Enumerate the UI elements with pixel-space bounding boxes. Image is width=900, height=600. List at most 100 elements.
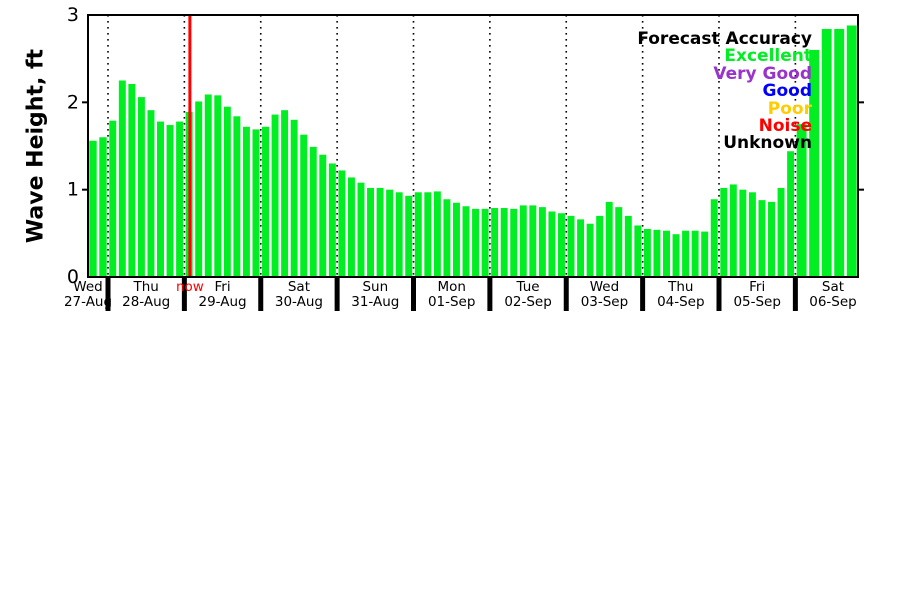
wave-bar [443, 199, 451, 277]
wave-bar [462, 206, 470, 277]
x-axis-date-label: 29-Aug [199, 294, 247, 310]
wave-bar [739, 189, 747, 277]
legend-item-noise: Noise [758, 116, 812, 137]
x-axis-day-label: Wed [73, 279, 102, 295]
day-separator-tick [640, 278, 646, 311]
plot-frame [87, 14, 859, 278]
wave-bar [118, 80, 126, 277]
x-axis-date-label: 03-Sep [581, 294, 629, 310]
day-separator-tick [411, 278, 416, 311]
wave-bar [538, 207, 546, 277]
y-axis-title: Wave Height, ft [23, 48, 49, 244]
x-axis-day-label: Sun [362, 279, 388, 295]
x-axis-day-label: Fri [749, 279, 765, 295]
day-separator-tick [105, 278, 111, 311]
wave-bar [128, 83, 136, 278]
wave-bar [214, 95, 222, 277]
x-axis-day-label: Fri [215, 279, 231, 295]
wave-bar [433, 191, 441, 277]
wave-bar [137, 97, 145, 277]
wave-bar [491, 208, 499, 277]
wave-bar [615, 207, 623, 277]
x-axis-date-label: 31-Aug [351, 294, 399, 310]
wave-bar [157, 121, 164, 277]
legend-item-excellent: Excellent [724, 46, 812, 67]
wave-bar [176, 121, 184, 277]
wave-bar [252, 129, 260, 277]
wave-bar [195, 101, 203, 278]
x-axis-day-label: Thu [667, 279, 693, 295]
wave-bar [109, 120, 117, 277]
legend-item-very-good: Very Good [713, 63, 812, 84]
legend-title: Forecast Accuracy [637, 29, 812, 49]
wave-bar [529, 205, 537, 277]
wave-bar [223, 106, 231, 277]
wave-bar [367, 187, 375, 277]
wave-bar [262, 126, 269, 277]
x-axis-day-label: Sat [822, 279, 844, 295]
wave-bar [846, 25, 857, 278]
wave-bar [682, 230, 690, 277]
wave-bar [357, 182, 365, 277]
wave-bar [777, 187, 785, 277]
day-separator-tick [334, 278, 340, 311]
wave-bar [395, 192, 403, 277]
wave-bar [452, 202, 460, 277]
wave-bar [500, 208, 508, 277]
wave-bar [720, 187, 728, 277]
wave-bar [548, 211, 556, 277]
wave-bar [204, 94, 212, 277]
wave-bar [634, 225, 642, 277]
x-axis-day-label: Sat [288, 279, 310, 295]
wave-bar [672, 234, 680, 277]
x-axis-day-label: Thu [133, 279, 159, 295]
wave-bar [414, 192, 422, 277]
wave-bar [309, 146, 317, 277]
x-axis-date-label: 04-Sep [657, 294, 705, 310]
wave-bar [242, 126, 250, 277]
wave-bar [89, 140, 97, 277]
y-tick-label: 0 [67, 266, 79, 288]
x-axis-date-label: 02-Sep [504, 294, 552, 310]
day-separator-tick [563, 278, 569, 311]
wave-bar [290, 119, 298, 277]
wave-bar [605, 201, 613, 277]
wave-bar [567, 215, 575, 277]
wave-bar [834, 28, 845, 277]
x-axis-date-label: 28-Aug [122, 294, 170, 310]
wave-bar [558, 213, 565, 277]
wave-bar [319, 154, 327, 277]
wave-bar [472, 208, 480, 277]
wave-bar [701, 231, 709, 277]
wave-bar [271, 114, 279, 277]
wave-bar [796, 124, 807, 277]
wave-bar [99, 137, 107, 277]
wave-bar [328, 163, 336, 277]
wave-bar [710, 199, 718, 277]
wave-bar [166, 125, 174, 277]
x-axis-date-label: 05-Sep [733, 294, 781, 310]
wave-bar [768, 201, 775, 277]
wave-bar [729, 184, 737, 277]
day-separator-tick [181, 278, 187, 311]
wave-bar [233, 116, 241, 277]
x-axis-date-label: 01-Sep [428, 294, 476, 310]
legend-item-poor: Poor [767, 98, 812, 119]
wave-bar [653, 229, 661, 277]
y-tick-label: 3 [67, 4, 79, 26]
wave-bar [376, 187, 384, 277]
wave-bar [424, 192, 432, 277]
wave-bar [405, 195, 413, 277]
x-axis-date-label: 30-Aug [275, 294, 323, 310]
wave-bar [586, 223, 594, 277]
wave-bar [338, 170, 346, 277]
wave-bar [624, 215, 632, 277]
y-tick-label: 2 [67, 91, 79, 113]
wave-bar [691, 230, 699, 277]
wave-bar [821, 28, 832, 277]
x-axis-date-label: 27-Aug [64, 294, 112, 310]
x-axis-date-label: 06-Sep [809, 294, 857, 310]
day-separator-tick [487, 278, 493, 311]
legend-item-good: Good [762, 81, 812, 102]
